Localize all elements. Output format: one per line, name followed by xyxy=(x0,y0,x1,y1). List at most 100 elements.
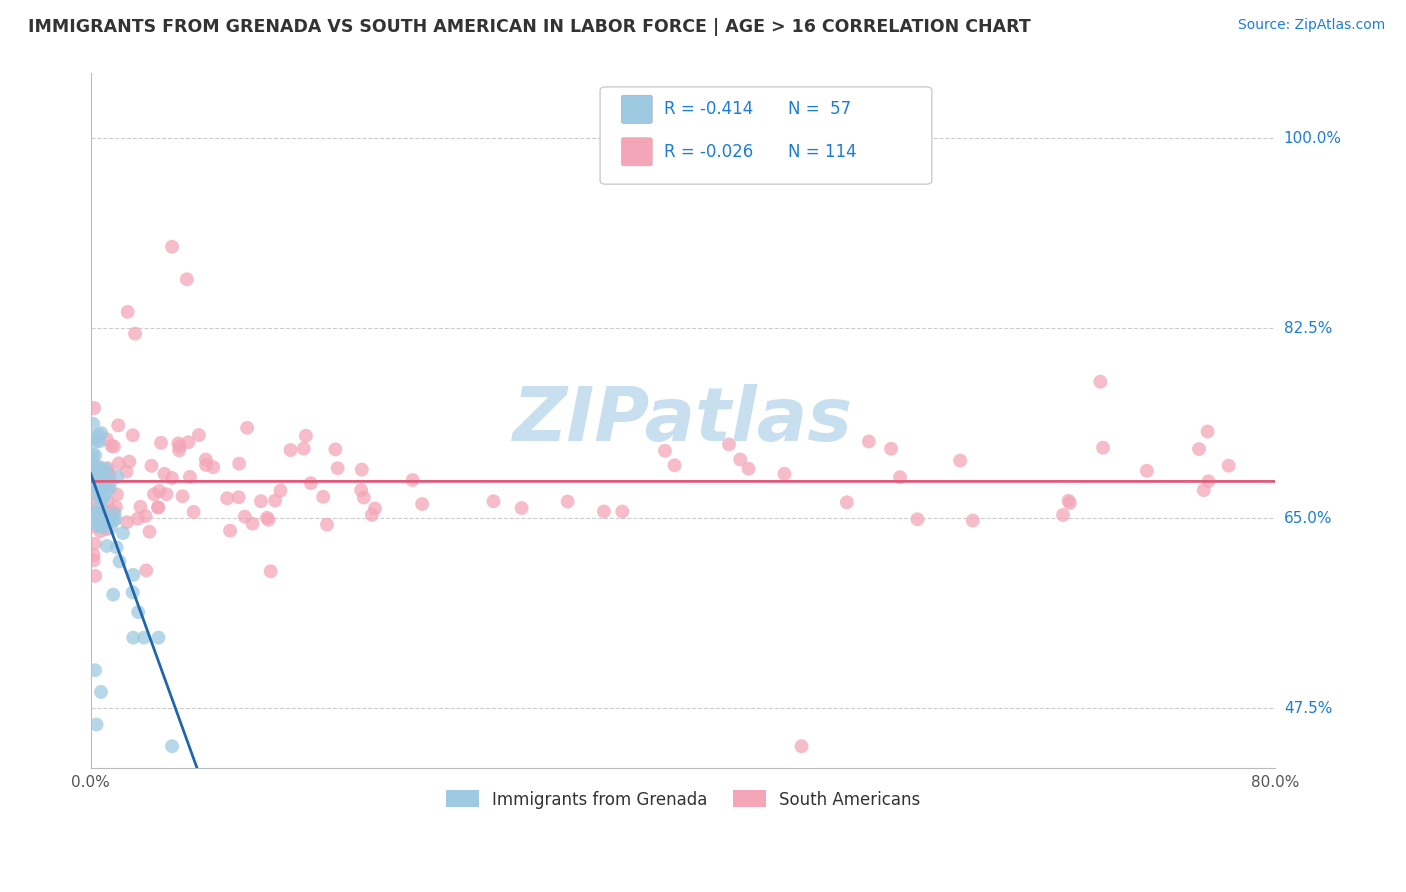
Point xyxy=(82,447,104,461)
Point xyxy=(83,548,105,562)
Point xyxy=(292,442,315,456)
Point xyxy=(84,569,107,583)
Point xyxy=(858,434,880,449)
Point xyxy=(228,490,250,504)
Text: ZIPatlas: ZIPatlas xyxy=(513,384,853,457)
Point xyxy=(86,487,108,501)
Point xyxy=(350,483,373,497)
Point xyxy=(97,466,120,480)
Point xyxy=(179,470,201,484)
Point xyxy=(593,504,616,518)
Point xyxy=(1057,493,1080,508)
Point xyxy=(773,467,796,481)
Point xyxy=(91,490,114,504)
Point xyxy=(236,421,259,435)
Point xyxy=(100,439,122,453)
Point xyxy=(889,470,911,484)
FancyBboxPatch shape xyxy=(600,87,932,184)
Point xyxy=(82,511,104,525)
Text: 82.5%: 82.5% xyxy=(1284,320,1331,335)
Point xyxy=(103,513,125,527)
Point xyxy=(90,426,112,441)
Point xyxy=(108,554,131,568)
Point xyxy=(411,497,433,511)
Point xyxy=(96,505,118,519)
Point xyxy=(219,524,242,538)
Point xyxy=(146,500,169,515)
Point xyxy=(97,495,120,509)
Point xyxy=(907,512,929,526)
Point xyxy=(124,326,146,341)
Point xyxy=(150,435,173,450)
Point xyxy=(82,417,104,431)
Point xyxy=(89,460,111,475)
Point xyxy=(360,508,382,522)
Point xyxy=(129,500,152,514)
Point xyxy=(118,454,141,468)
Point xyxy=(96,461,118,475)
Point xyxy=(91,491,114,506)
Point xyxy=(141,458,163,473)
Point xyxy=(83,401,105,415)
Point xyxy=(105,487,128,501)
Point xyxy=(103,505,125,519)
Point xyxy=(264,493,287,508)
Point xyxy=(115,515,138,529)
Point xyxy=(83,553,105,567)
Point xyxy=(654,443,676,458)
Point xyxy=(250,494,273,508)
Point xyxy=(316,517,339,532)
Text: R = -0.026: R = -0.026 xyxy=(664,143,754,161)
Point xyxy=(86,717,108,731)
Point xyxy=(256,510,278,524)
Point xyxy=(1197,425,1219,439)
Point xyxy=(103,588,125,602)
Point xyxy=(96,522,118,536)
Point xyxy=(121,428,143,442)
Point xyxy=(91,464,114,478)
Point xyxy=(96,479,118,493)
Point xyxy=(127,511,149,525)
Point xyxy=(228,457,250,471)
Point xyxy=(83,537,105,551)
Point xyxy=(83,496,105,510)
Point xyxy=(312,490,335,504)
Point xyxy=(87,434,110,449)
Point xyxy=(737,461,759,475)
Point xyxy=(138,524,160,539)
Point xyxy=(121,585,143,599)
Point xyxy=(195,458,218,472)
Point xyxy=(93,480,115,494)
Point xyxy=(1059,496,1081,510)
Point xyxy=(148,484,170,499)
Point xyxy=(86,507,108,521)
Point xyxy=(169,440,191,454)
Point xyxy=(717,437,740,451)
Text: N =  57: N = 57 xyxy=(789,100,852,119)
Point xyxy=(148,631,170,645)
Point xyxy=(1136,464,1159,478)
Point xyxy=(1052,508,1074,522)
Point xyxy=(160,471,183,485)
Point xyxy=(84,434,107,448)
Point xyxy=(155,487,177,501)
Point xyxy=(91,468,114,483)
Point xyxy=(167,443,190,458)
Point xyxy=(111,526,134,541)
Point xyxy=(104,512,127,526)
Point xyxy=(1188,442,1211,456)
Point xyxy=(94,462,117,476)
Point xyxy=(949,453,972,467)
Point xyxy=(90,685,112,699)
Point xyxy=(98,482,121,496)
Point xyxy=(89,460,111,475)
Text: 65.0%: 65.0% xyxy=(1284,511,1333,525)
Point xyxy=(94,504,117,518)
Point xyxy=(167,436,190,450)
Point xyxy=(89,428,111,442)
Point xyxy=(103,440,125,454)
Point xyxy=(1192,483,1215,497)
Point xyxy=(1198,475,1220,489)
Point xyxy=(233,509,256,524)
Point xyxy=(90,467,112,482)
